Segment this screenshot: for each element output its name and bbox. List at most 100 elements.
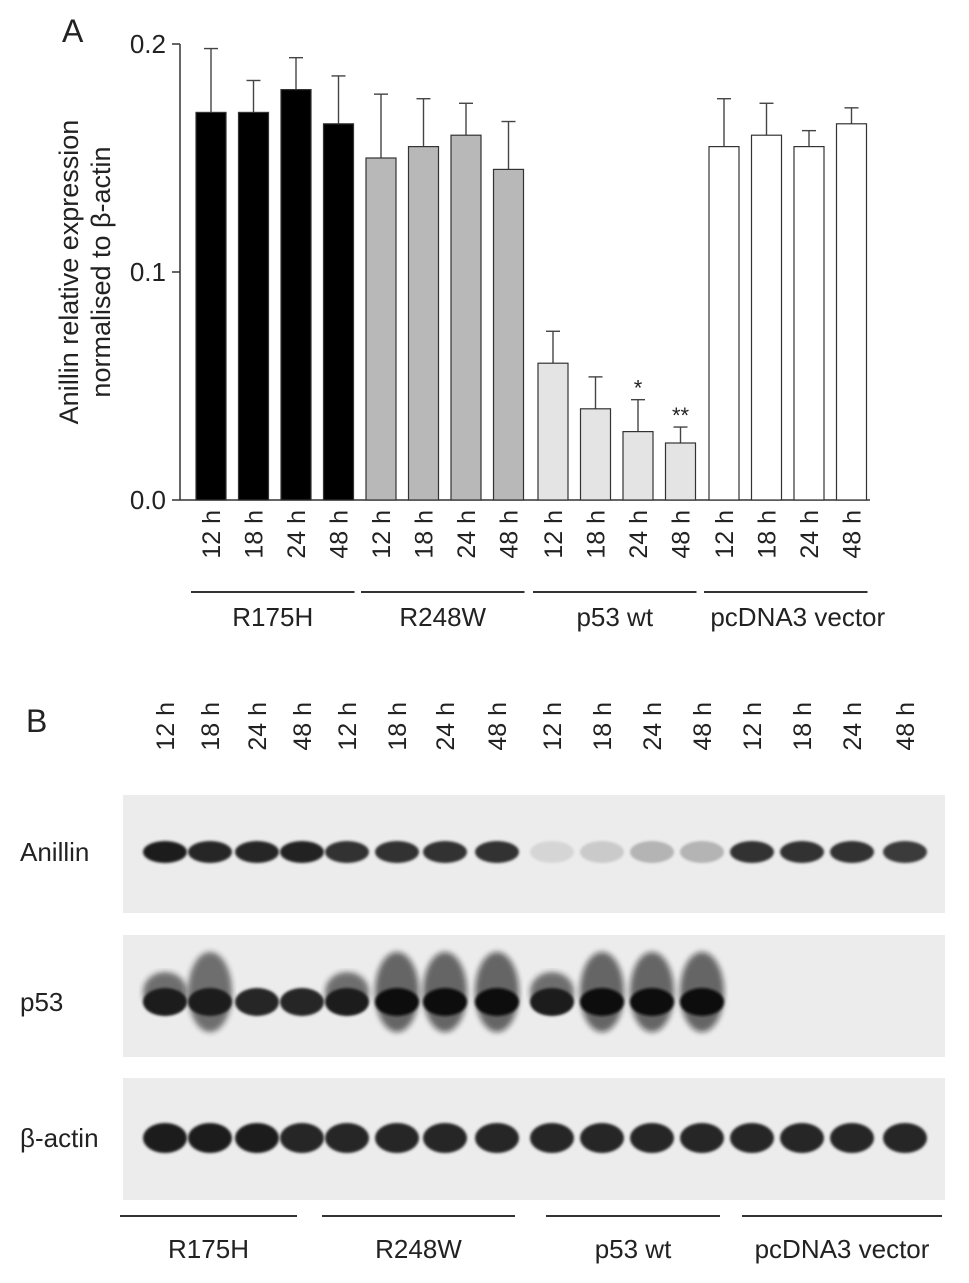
x-tick-label: 48 h xyxy=(326,510,354,559)
bar-chart: 0.0 0.1 0.2 12 h 18 h 24 h 48 h R175H 12 h 18 h 24… xyxy=(130,29,886,632)
panel-b-letter: B xyxy=(26,703,47,739)
x-tick-label: 18 h xyxy=(411,510,439,559)
bar xyxy=(750,134,783,501)
band xyxy=(235,841,279,863)
band xyxy=(883,1123,927,1153)
band xyxy=(325,841,369,863)
y-tick-label: 0.1 xyxy=(130,257,166,287)
lane-label: 12 h xyxy=(739,702,767,751)
lane-label: 48 h xyxy=(892,702,920,751)
band xyxy=(630,841,674,863)
band xyxy=(680,1123,724,1153)
bar xyxy=(237,111,270,501)
x-tick-label: 18 h xyxy=(754,510,782,559)
band xyxy=(730,1123,774,1153)
significance-mark: ** xyxy=(672,403,690,428)
band xyxy=(143,1123,187,1153)
band xyxy=(143,988,187,1016)
band xyxy=(423,988,467,1016)
lane-label: 12 h xyxy=(539,702,567,751)
x-tick-label: 12 h xyxy=(368,510,396,559)
lane-label: 24 h xyxy=(244,702,272,751)
x-tick-label: 18 h xyxy=(583,510,611,559)
band xyxy=(280,1123,324,1153)
band xyxy=(423,1123,467,1153)
group-label: R175H xyxy=(232,602,313,632)
lane-label: 48 h xyxy=(689,702,717,751)
x-tick-label: 12 h xyxy=(711,510,739,559)
western-blot: 12 h 18 h 24 h 48 h 12 h 18 h 24 h 48 h 12 h 18 h… xyxy=(20,702,945,1264)
band xyxy=(830,841,874,863)
y-axis-label: Anillin relative expression normalised t… xyxy=(54,120,116,425)
band xyxy=(475,841,519,863)
bar xyxy=(835,123,868,501)
band xyxy=(830,1123,874,1153)
bar xyxy=(365,157,397,501)
panel-a-letter: A xyxy=(62,13,84,49)
band xyxy=(630,988,674,1016)
bar xyxy=(579,408,612,501)
band xyxy=(780,841,824,863)
band xyxy=(375,988,419,1016)
band xyxy=(375,841,419,863)
lane-label: 48 h xyxy=(484,702,512,751)
band xyxy=(423,841,467,863)
blot-row-label: p53 xyxy=(20,987,63,1017)
band xyxy=(235,1123,279,1153)
group-label: R248W xyxy=(399,602,486,632)
significance-mark: * xyxy=(634,376,643,401)
y-tick-label: 0.2 xyxy=(130,29,166,59)
x-tick-label: 48 h xyxy=(668,510,696,559)
x-tick-label: 48 h xyxy=(496,510,524,559)
band xyxy=(375,1123,419,1153)
band xyxy=(143,841,187,863)
x-tick-label: 18 h xyxy=(241,510,269,559)
bar xyxy=(793,146,825,501)
bar xyxy=(322,123,355,501)
y-axis-label-line-2: normalised to β-actin xyxy=(86,146,116,397)
band xyxy=(780,1123,824,1153)
lane-label: 18 h xyxy=(589,702,617,751)
band xyxy=(580,1123,624,1153)
x-tick-label: 24 h xyxy=(283,510,311,559)
bar xyxy=(708,146,740,501)
bar xyxy=(664,442,697,501)
bar xyxy=(492,168,525,501)
bar xyxy=(622,431,654,501)
x-tick-label: 12 h xyxy=(540,510,568,559)
group-label: R248W xyxy=(375,1234,462,1264)
group-label: pcDNA3 vector xyxy=(710,602,885,632)
y-tick-label: 0.0 xyxy=(130,485,166,515)
band xyxy=(280,841,324,863)
blot-row-0: Anillin xyxy=(20,795,945,913)
lane-label: 18 h xyxy=(197,702,225,751)
x-tick-label: 24 h xyxy=(625,510,653,559)
blot-row-label: Anillin xyxy=(20,837,89,867)
band xyxy=(325,1123,369,1153)
band xyxy=(630,1123,674,1153)
band xyxy=(475,988,519,1016)
band xyxy=(530,841,574,863)
band xyxy=(188,1123,232,1153)
group-label: pcDNA3 vector xyxy=(755,1234,930,1264)
band xyxy=(235,988,279,1016)
bar xyxy=(280,88,312,501)
band xyxy=(475,1123,519,1153)
bar xyxy=(450,134,482,501)
band xyxy=(730,841,774,863)
band xyxy=(188,988,232,1016)
x-tick-label: 12 h xyxy=(198,510,226,559)
group-label: p53 wt xyxy=(576,602,653,632)
group-label: R175H xyxy=(168,1234,249,1264)
lane-label: 24 h xyxy=(432,702,460,751)
x-tick-label: 48 h xyxy=(839,510,867,559)
band xyxy=(280,988,324,1016)
lane-label: 18 h xyxy=(384,702,412,751)
lane-label: 48 h xyxy=(289,702,317,751)
x-tick-label: 24 h xyxy=(796,510,824,559)
blot-row-1: p53 xyxy=(20,935,945,1057)
band xyxy=(680,988,724,1016)
group-label: p53 wt xyxy=(595,1234,672,1264)
blot-row-label: β-actin xyxy=(20,1123,99,1153)
